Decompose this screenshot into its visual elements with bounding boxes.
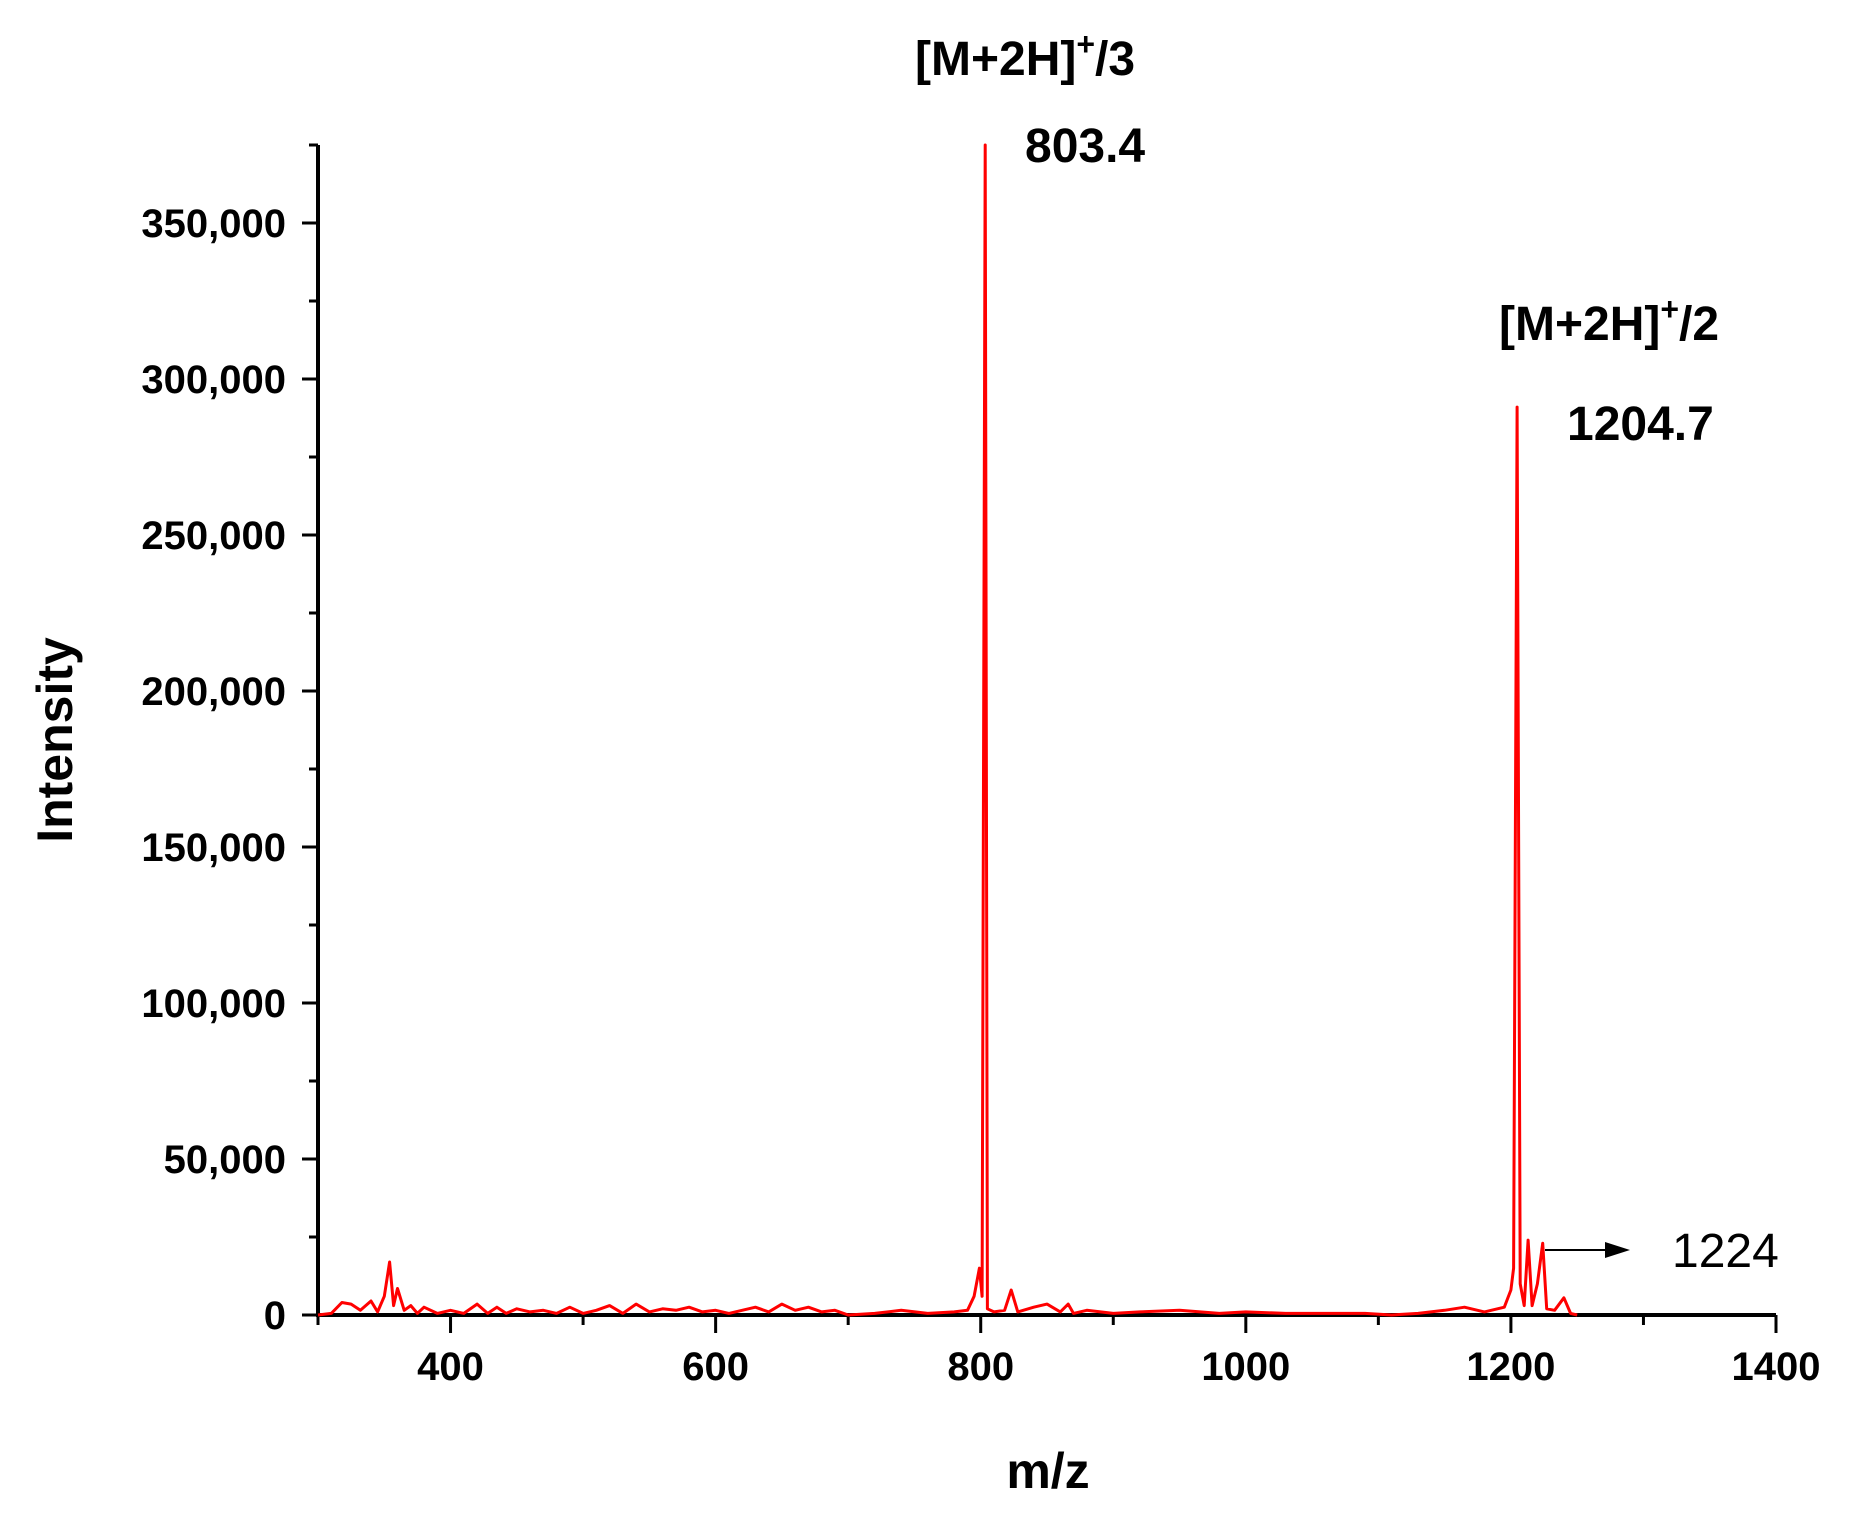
peak-2-ion-suffix: /2 [1679, 298, 1719, 351]
x-axis-title: m/z [1006, 1443, 1089, 1499]
y-tick-label: 150,000 [141, 826, 286, 870]
y-tick-label: 0 [264, 1294, 286, 1338]
x-tick-label: 600 [682, 1345, 749, 1389]
peak-3-arrow-head [1605, 1242, 1630, 1258]
y-tick-label: 350,000 [141, 202, 286, 246]
x-tick-label: 800 [947, 1345, 1014, 1389]
y-tick-label: 200,000 [141, 670, 286, 714]
peak-1-ion-suffix: /3 [1095, 33, 1135, 86]
y-tick-label: 250,000 [141, 514, 286, 558]
x-tick-label: 1200 [1466, 1345, 1555, 1389]
x-tick-label: 400 [417, 1345, 484, 1389]
peak-3-mz-label: 1224 [1672, 1225, 1779, 1278]
y-axis-ticks: 0 50,000 100,000 150,000 200,000 250,000 300,0… [141, 143, 318, 1338]
series-group [317, 143, 1578, 1317]
peak-2-mz-label: 1204.7 [1567, 398, 1714, 451]
peak-1-mz-label: 803.4 [1025, 120, 1145, 173]
x-tick-label: 1400 [1732, 1345, 1821, 1389]
x-tick-label: 1000 [1201, 1345, 1290, 1389]
x-axis-ticks: 400 600 800 1000 1200 1400 [316, 1315, 1821, 1389]
peak-1-ion-sup: + [1076, 26, 1095, 62]
peak-2-ion-sup: + [1660, 291, 1679, 327]
peak-2-ion-label: [M+2H]+/2 [1499, 291, 1719, 351]
peak-2-ion-text: [M+2H] [1499, 298, 1660, 351]
peak-1-ion-label: [M+2H]+/3 [915, 26, 1135, 86]
peak-1-ion-text: [M+2H] [915, 33, 1076, 86]
y-tick-label: 50,000 [164, 1138, 286, 1182]
y-axis-title: Intensity [27, 637, 83, 843]
spectrum-line [317, 143, 1578, 1317]
y-tick-label: 100,000 [141, 982, 286, 1026]
y-tick-label: 300,000 [141, 358, 286, 402]
